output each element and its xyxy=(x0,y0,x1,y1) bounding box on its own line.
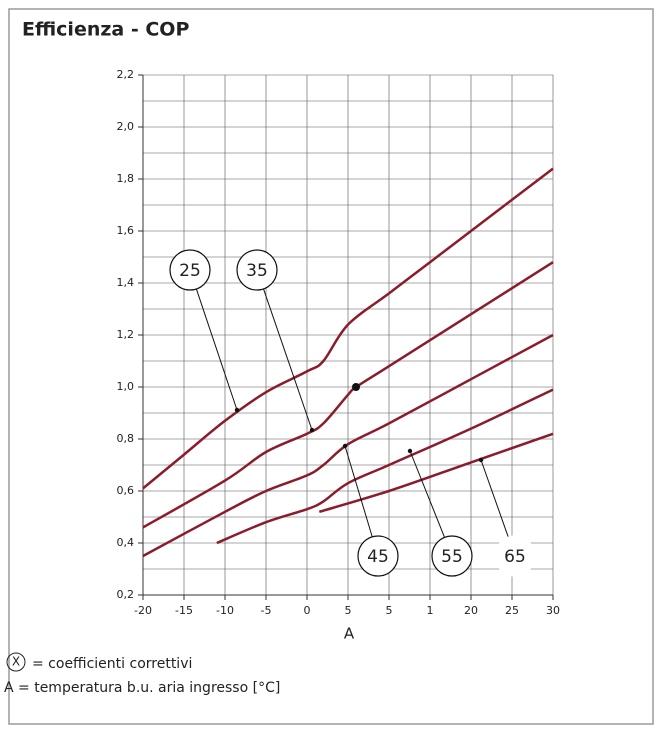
leader-dot xyxy=(407,448,413,454)
callout-circle xyxy=(431,535,473,577)
callout-circle xyxy=(169,249,211,291)
leader-dot xyxy=(478,457,484,463)
footnote: A = temperatura b.u. aria ingresso [°C] xyxy=(4,680,280,696)
curve xyxy=(216,388,554,545)
x-tick-label: 25 xyxy=(505,604,519,617)
y-tick-label: 0,4 xyxy=(117,536,135,549)
leader-dot xyxy=(234,407,240,413)
leader-dot xyxy=(342,443,348,449)
callout-circle xyxy=(494,535,536,577)
legend-text: = coefficienti correttivi xyxy=(32,656,192,672)
x-tick-label: 1 xyxy=(427,604,434,617)
callout-label: 25 xyxy=(179,261,201,281)
curve xyxy=(142,261,554,529)
chart-title: Efficienza - COP xyxy=(22,19,189,41)
x-tick-label: 5 xyxy=(386,604,393,617)
y-tick-label: 0,8 xyxy=(117,432,135,445)
curve xyxy=(142,333,554,558)
y-tick-label: 2,0 xyxy=(117,120,135,133)
x-tick-label: 20 xyxy=(464,604,478,617)
leader-line xyxy=(480,459,509,538)
x-axis-label: A xyxy=(344,625,355,643)
curve xyxy=(142,167,554,490)
x-tick-label: -10 xyxy=(216,604,234,617)
y-tick-label: 2,2 xyxy=(117,68,135,81)
callout-label: 65 xyxy=(504,547,526,567)
y-tick-label: 1,4 xyxy=(117,276,135,289)
y-tick-label: 1,8 xyxy=(117,172,135,185)
reference-dot xyxy=(352,383,360,391)
y-tick-label: 1,0 xyxy=(117,380,135,393)
x-tick-label: -5 xyxy=(261,604,272,617)
legend-symbol: X xyxy=(12,655,20,669)
x-tick-label: -20 xyxy=(134,604,152,617)
x-tick-label: 0 xyxy=(304,604,311,617)
leader-line xyxy=(409,450,446,538)
y-tick-label: 0,2 xyxy=(117,588,135,601)
panel xyxy=(8,8,654,725)
curve xyxy=(318,432,554,513)
leader-line xyxy=(195,288,238,411)
callout-label: 45 xyxy=(367,547,389,567)
callout-circle xyxy=(357,535,399,577)
leader-dot xyxy=(309,427,315,433)
legend-symbol-circle xyxy=(6,652,26,672)
callout-label: 35 xyxy=(246,261,268,281)
leader-line xyxy=(263,288,313,431)
x-tick-label: 30 xyxy=(546,604,560,617)
leader-line xyxy=(344,445,373,537)
callout-label: 55 xyxy=(441,547,463,567)
x-tick-label: -15 xyxy=(175,604,193,617)
x-tick-label: 5 xyxy=(345,604,352,617)
callout-circle xyxy=(236,249,278,291)
y-tick-label: 1,2 xyxy=(117,328,135,341)
y-tick-label: 1,6 xyxy=(117,224,135,237)
y-tick-label: 0,6 xyxy=(117,484,135,497)
